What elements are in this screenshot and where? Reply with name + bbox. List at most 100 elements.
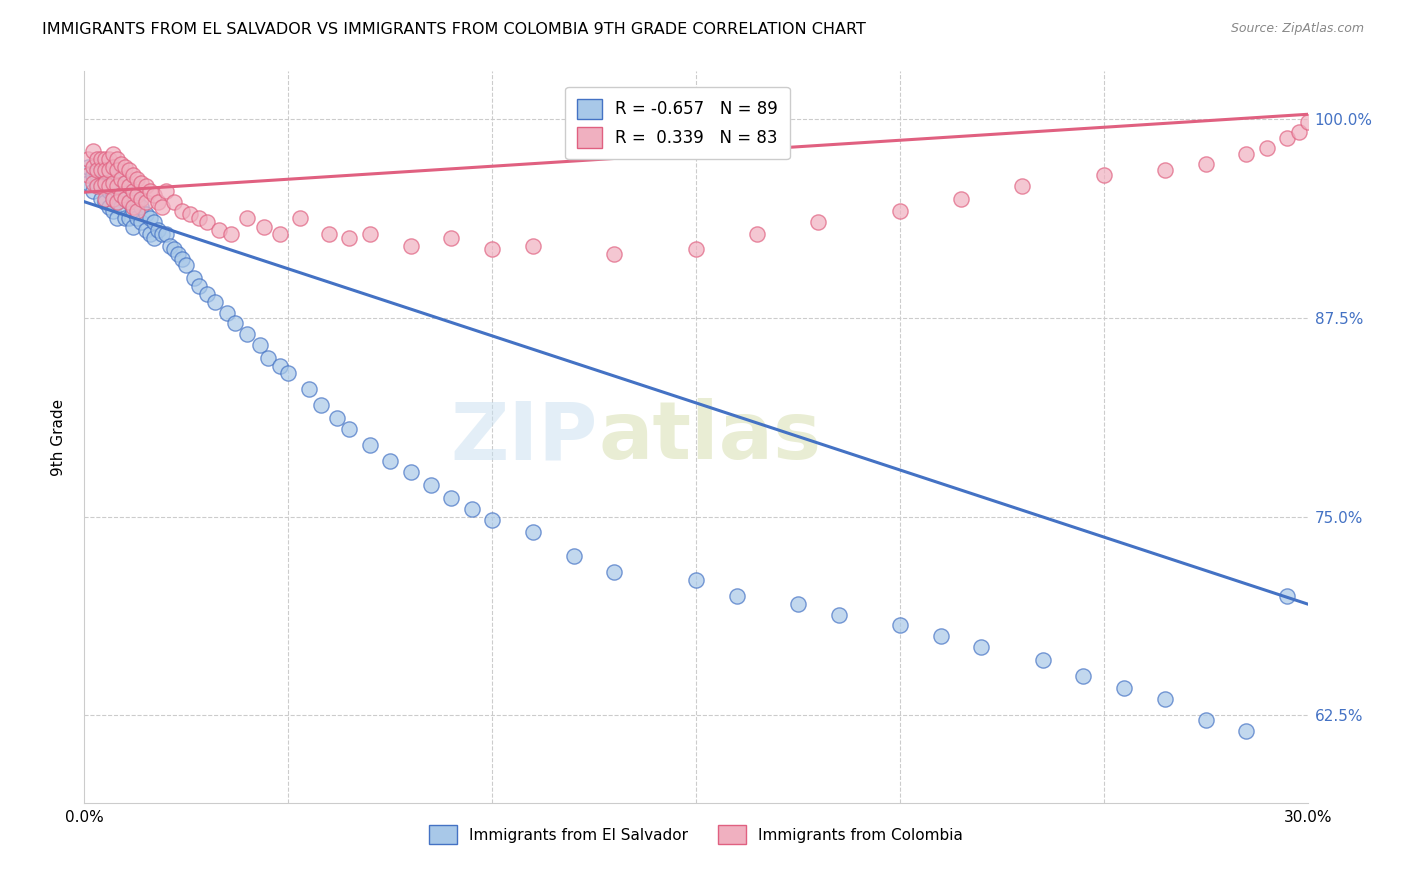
Point	[110, 188, 132, 202]
Point	[326, 411, 349, 425]
Point	[889, 204, 911, 219]
Point	[1277, 589, 1299, 603]
Point	[101, 204, 124, 219]
Point	[105, 163, 128, 178]
Point	[110, 156, 132, 170]
Point	[93, 176, 115, 190]
Point	[298, 383, 321, 397]
Legend: Immigrants from El Salvador, Immigrants from Colombia: Immigrants from El Salvador, Immigrants …	[423, 819, 969, 850]
Point	[122, 168, 145, 182]
Point	[97, 184, 120, 198]
Point	[461, 501, 484, 516]
Point	[163, 194, 186, 209]
Point	[105, 152, 128, 166]
Point	[138, 211, 160, 225]
Point	[747, 227, 769, 241]
Point	[127, 172, 149, 186]
Point	[179, 207, 201, 221]
Point	[150, 200, 173, 214]
Point	[603, 247, 626, 261]
Point	[97, 200, 120, 214]
Point	[118, 163, 141, 178]
Point	[110, 172, 132, 186]
Point	[135, 207, 157, 221]
Point	[219, 227, 242, 241]
Point	[114, 211, 136, 225]
Point	[82, 144, 104, 158]
Point	[118, 178, 141, 193]
Point	[339, 422, 361, 436]
Point	[93, 192, 115, 206]
Point	[1092, 168, 1115, 182]
Point	[90, 163, 112, 178]
Point	[318, 227, 340, 241]
Point	[86, 168, 108, 182]
Text: Source: ZipAtlas.com: Source: ZipAtlas.com	[1230, 22, 1364, 36]
Point	[77, 176, 100, 190]
Point	[150, 227, 173, 241]
Point	[155, 227, 177, 241]
Point	[440, 231, 463, 245]
Point	[359, 227, 381, 241]
Point	[101, 192, 124, 206]
Point	[1011, 178, 1033, 193]
Point	[787, 597, 810, 611]
Point	[183, 271, 205, 285]
Point	[127, 204, 149, 219]
Point	[1236, 724, 1258, 739]
Point	[105, 178, 128, 193]
Point	[114, 192, 136, 206]
Point	[142, 231, 165, 245]
Point	[97, 163, 120, 178]
Point	[236, 211, 259, 225]
Point	[159, 239, 181, 253]
Point	[1296, 115, 1319, 129]
Point	[86, 152, 108, 166]
Point	[685, 573, 707, 587]
Point	[1073, 668, 1095, 682]
Point	[118, 211, 141, 225]
Point	[86, 176, 108, 190]
Point	[481, 243, 503, 257]
Point	[138, 227, 160, 241]
Point	[93, 194, 115, 209]
Point	[562, 549, 585, 564]
Point	[118, 194, 141, 209]
Point	[603, 566, 626, 580]
Point	[1032, 653, 1054, 667]
Point	[929, 629, 952, 643]
Point	[359, 438, 381, 452]
Point	[217, 306, 239, 320]
Point	[195, 287, 218, 301]
Point	[1236, 147, 1258, 161]
Point	[172, 204, 194, 219]
Point	[174, 258, 197, 272]
Point	[828, 608, 851, 623]
Point	[127, 194, 149, 209]
Point	[82, 184, 104, 198]
Point	[167, 247, 190, 261]
Point	[146, 223, 169, 237]
Point	[135, 178, 157, 193]
Point	[236, 326, 259, 341]
Point	[249, 338, 271, 352]
Point	[1154, 163, 1177, 178]
Point	[142, 188, 165, 202]
Text: ZIP: ZIP	[451, 398, 598, 476]
Text: IMMIGRANTS FROM EL SALVADOR VS IMMIGRANTS FROM COLOMBIA 9TH GRADE CORRELATION CH: IMMIGRANTS FROM EL SALVADOR VS IMMIGRANT…	[42, 22, 866, 37]
Point	[110, 184, 132, 198]
Point	[97, 168, 120, 182]
Point	[155, 184, 177, 198]
Point	[138, 184, 160, 198]
Point	[135, 194, 157, 209]
Point	[82, 168, 104, 182]
Y-axis label: 9th Grade: 9th Grade	[51, 399, 66, 475]
Point	[93, 178, 115, 193]
Point	[257, 351, 280, 365]
Point	[90, 152, 112, 166]
Point	[101, 188, 124, 202]
Point	[725, 589, 748, 603]
Point	[77, 152, 100, 166]
Point	[127, 188, 149, 202]
Point	[1114, 681, 1136, 696]
